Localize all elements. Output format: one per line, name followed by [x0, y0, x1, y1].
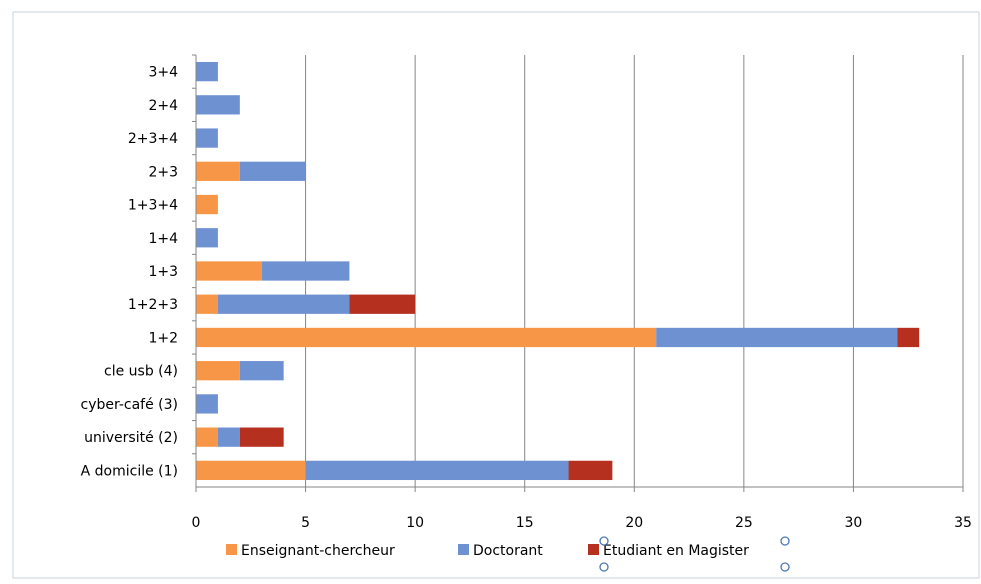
y-tick-label-2-3-4: 2+3+4: [128, 131, 178, 147]
legend-label-etudiant-en-magister: Etudiant en Magister: [603, 543, 749, 559]
grid-lines: [305, 55, 964, 487]
y-tick-label-1-3: 1+3: [148, 264, 178, 280]
bar-1-3-doctorant: [261, 261, 350, 281]
x-tick-label-35: 35: [954, 515, 972, 531]
bar-universite-2-etudiant-en-magister: [239, 427, 284, 447]
x-tick-label-25: 25: [735, 515, 753, 531]
selection-handle-3[interactable]: [599, 562, 609, 572]
bar-3-4-doctorant: [196, 61, 218, 82]
axes: [192, 54, 964, 492]
selection-handle-4[interactable]: [780, 562, 790, 572]
x-tick-label-5: 5: [301, 515, 310, 531]
legend-swatch-enseignant-chercheur: [226, 544, 237, 555]
bar-2-3-4-doctorant: [196, 128, 218, 148]
y-tick-label-a-domicile-1: A domicile (1): [81, 463, 178, 479]
legend-label-doctorant: Doctorant: [473, 543, 543, 559]
bar-2-3-enseignant-chercheur: [196, 161, 240, 181]
bar-2-4-doctorant: [196, 95, 240, 115]
bar-1-4-doctorant: [196, 228, 218, 248]
y-tick-label-1-4: 1+4: [148, 231, 178, 247]
bar-1-3-enseignant-chercheur: [196, 261, 262, 281]
bar-universite-2-doctorant: [217, 427, 240, 447]
bar-2-3-doctorant: [239, 161, 306, 181]
x-tick-label-15: 15: [516, 515, 534, 531]
bar-a-domicile-1-enseignant-chercheur: [196, 460, 306, 481]
x-tick-label-10: 10: [406, 515, 424, 531]
bar-1-2-etudiant-en-magister: [897, 327, 920, 348]
chart-frame: [12, 11, 980, 579]
y-tick-label-1-3-4: 1+3+4: [128, 198, 178, 214]
bar-cle-usb-4-enseignant-chercheur: [196, 361, 240, 381]
bar-1-2-enseignant-chercheur: [196, 327, 657, 348]
y-tick-label-cyber-cafe-3: cyber-café (3): [81, 397, 179, 413]
selection-handle-2[interactable]: [780, 536, 790, 546]
bar-a-domicile-1-doctorant: [305, 460, 569, 481]
x-tick-label-0: 0: [192, 515, 201, 531]
bar-1-2-doctorant: [656, 327, 898, 348]
legend-swatch-doctorant: [458, 544, 469, 555]
bar-universite-2-enseignant-chercheur: [196, 427, 218, 447]
bar-a-domicile-1-etudiant-en-magister: [568, 460, 613, 481]
bar-cle-usb-4-doctorant: [239, 361, 284, 381]
bar-1-2-3-enseignant-chercheur: [196, 294, 218, 314]
y-tick-label-2-3: 2+3: [148, 164, 178, 180]
y-tick-label-cle-usb-4: cle usb (4): [104, 364, 178, 380]
bars: [196, 61, 920, 481]
bar-1-3-4-enseignant-chercheur: [196, 194, 218, 215]
y-tick-label-2-4: 2+4: [148, 98, 178, 114]
legend: Enseignant-chercheur Doctorant Etudiant en…: [226, 543, 749, 559]
legend-label-enseignant-chercheur: Enseignant-chercheur: [241, 543, 395, 559]
x-tick-label-20: 20: [625, 515, 643, 531]
selection-handles[interactable]: [599, 536, 790, 572]
legend-swatch-etudiant-en-magister: [588, 544, 599, 555]
x-tick-labels: 0 5 10 15 20 25 30 35: [192, 515, 972, 531]
bar-cyber-cafe-3-doctorant: [196, 394, 218, 414]
x-tick-label-30: 30: [845, 515, 863, 531]
selection-handle-1[interactable]: [599, 536, 609, 546]
y-tick-label-1-2-3: 1+2+3: [128, 297, 178, 313]
bar-1-2-3-doctorant: [217, 294, 350, 314]
y-tick-label-1-2: 1+2: [148, 330, 178, 346]
bar-1-2-3-etudiant-en-magister: [349, 294, 416, 314]
y-tick-label-3-4: 3+4: [148, 65, 178, 81]
y-tick-labels: 3+4 2+4 2+3+4 2+3 1+3+4 1+4 1+3 1+2+3 1+2 cle usb…: [81, 65, 179, 480]
y-tick-label-universite-2: université (2): [84, 430, 178, 446]
